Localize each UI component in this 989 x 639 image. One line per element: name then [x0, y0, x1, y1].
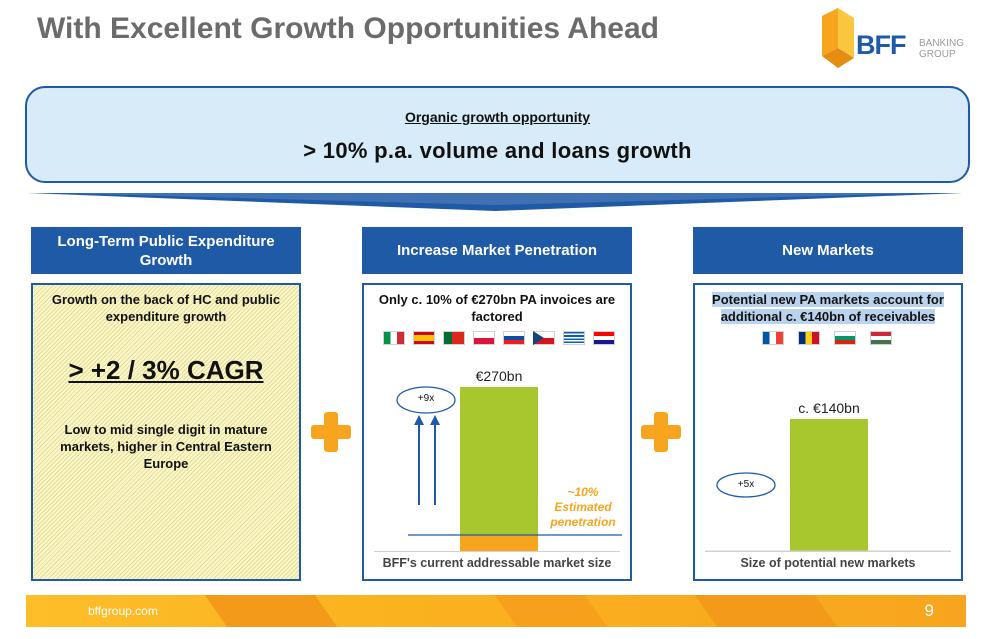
penetration-annotation: ~10% Estimated penetration — [550, 485, 616, 529]
page-title: With Excellent Growth Opportunities Ahea… — [37, 12, 659, 45]
cagr-highlight: > +2 / 3% CAGR — [68, 355, 264, 385]
bulgaria-flag-icon — [834, 331, 856, 345]
czech-flag-icon — [533, 331, 555, 345]
panel-intro: Growth on the back of HC and public expe… — [51, 292, 281, 324]
panel-intro: Only c. 10% of €270bn PA invoices are fa… — [378, 292, 616, 324]
chart-caption: BFF's current addressable market size — [374, 551, 620, 573]
panel-market-penetration: Only c. 10% of €270bn PA invoices are fa… — [362, 283, 632, 581]
market-size-label: €270bn — [475, 368, 523, 384]
page-number: 9 — [924, 601, 934, 620]
chart-caption: Size of potential new markets — [705, 551, 951, 573]
bff-logo-mark-icon — [822, 8, 854, 68]
column-header-market-penetration: Increase Market Penetration — [362, 227, 632, 274]
market-penetration-chart — [396, 386, 622, 551]
column-header-public-expenditure: Long-Term Public Expenditure Growth — [31, 227, 301, 274]
banner-subtitle: Organic growth opportunity — [404, 109, 591, 125]
logo-tagline: BANKING GROUP — [919, 38, 965, 60]
footer-website-link[interactable]: bffgroup.com — [88, 604, 158, 618]
new-markets-chart — [705, 419, 951, 552]
plus-icon — [311, 412, 351, 452]
logo-wordmark: BFF — [856, 30, 906, 60]
slovakia-flag-icon — [503, 331, 525, 345]
italy-flag-icon — [383, 331, 405, 345]
panel-new-markets: Potential new PA markets account for add… — [693, 283, 963, 581]
greece-flag-icon — [563, 331, 585, 345]
footer-bar: bffgroup.com 9 — [26, 595, 966, 627]
france-flag-icon — [762, 331, 784, 345]
column-header-new-markets: New Markets — [693, 227, 963, 274]
down-arrow-band — [28, 193, 963, 211]
banner-headline: > 10% p.a. volume and loans growth — [303, 138, 692, 163]
panel-intro: Potential new PA markets account for add… — [712, 292, 944, 324]
multiplier-bubble — [716, 472, 776, 498]
hungary-flag-icon — [870, 331, 892, 345]
spain-flag-icon — [413, 331, 435, 345]
factored-share-bar — [460, 535, 538, 551]
panel-public-expenditure: Growth on the back of HC and public expe… — [31, 283, 301, 581]
plus-icon — [641, 412, 681, 452]
panel-detail: Low to mid single digit in mature market… — [60, 422, 272, 471]
multiplier-label: +9x — [417, 393, 435, 404]
multiplier-label: +5x — [737, 479, 755, 490]
addressable-market-bar — [460, 387, 538, 551]
romania-flag-icon — [798, 331, 820, 345]
poland-flag-icon — [473, 331, 495, 345]
new-markets-bar — [790, 419, 868, 551]
multiplier-bubble — [396, 386, 456, 414]
portugal-flag-icon — [443, 331, 465, 345]
bff-logo: BFF BANKING GROUP — [818, 8, 978, 70]
growth-banner: Organic growth opportunity > 10% p.a. vo… — [25, 86, 970, 183]
croatia-flag-icon — [593, 331, 615, 345]
market-size-label: c. €140bn — [798, 400, 860, 416]
